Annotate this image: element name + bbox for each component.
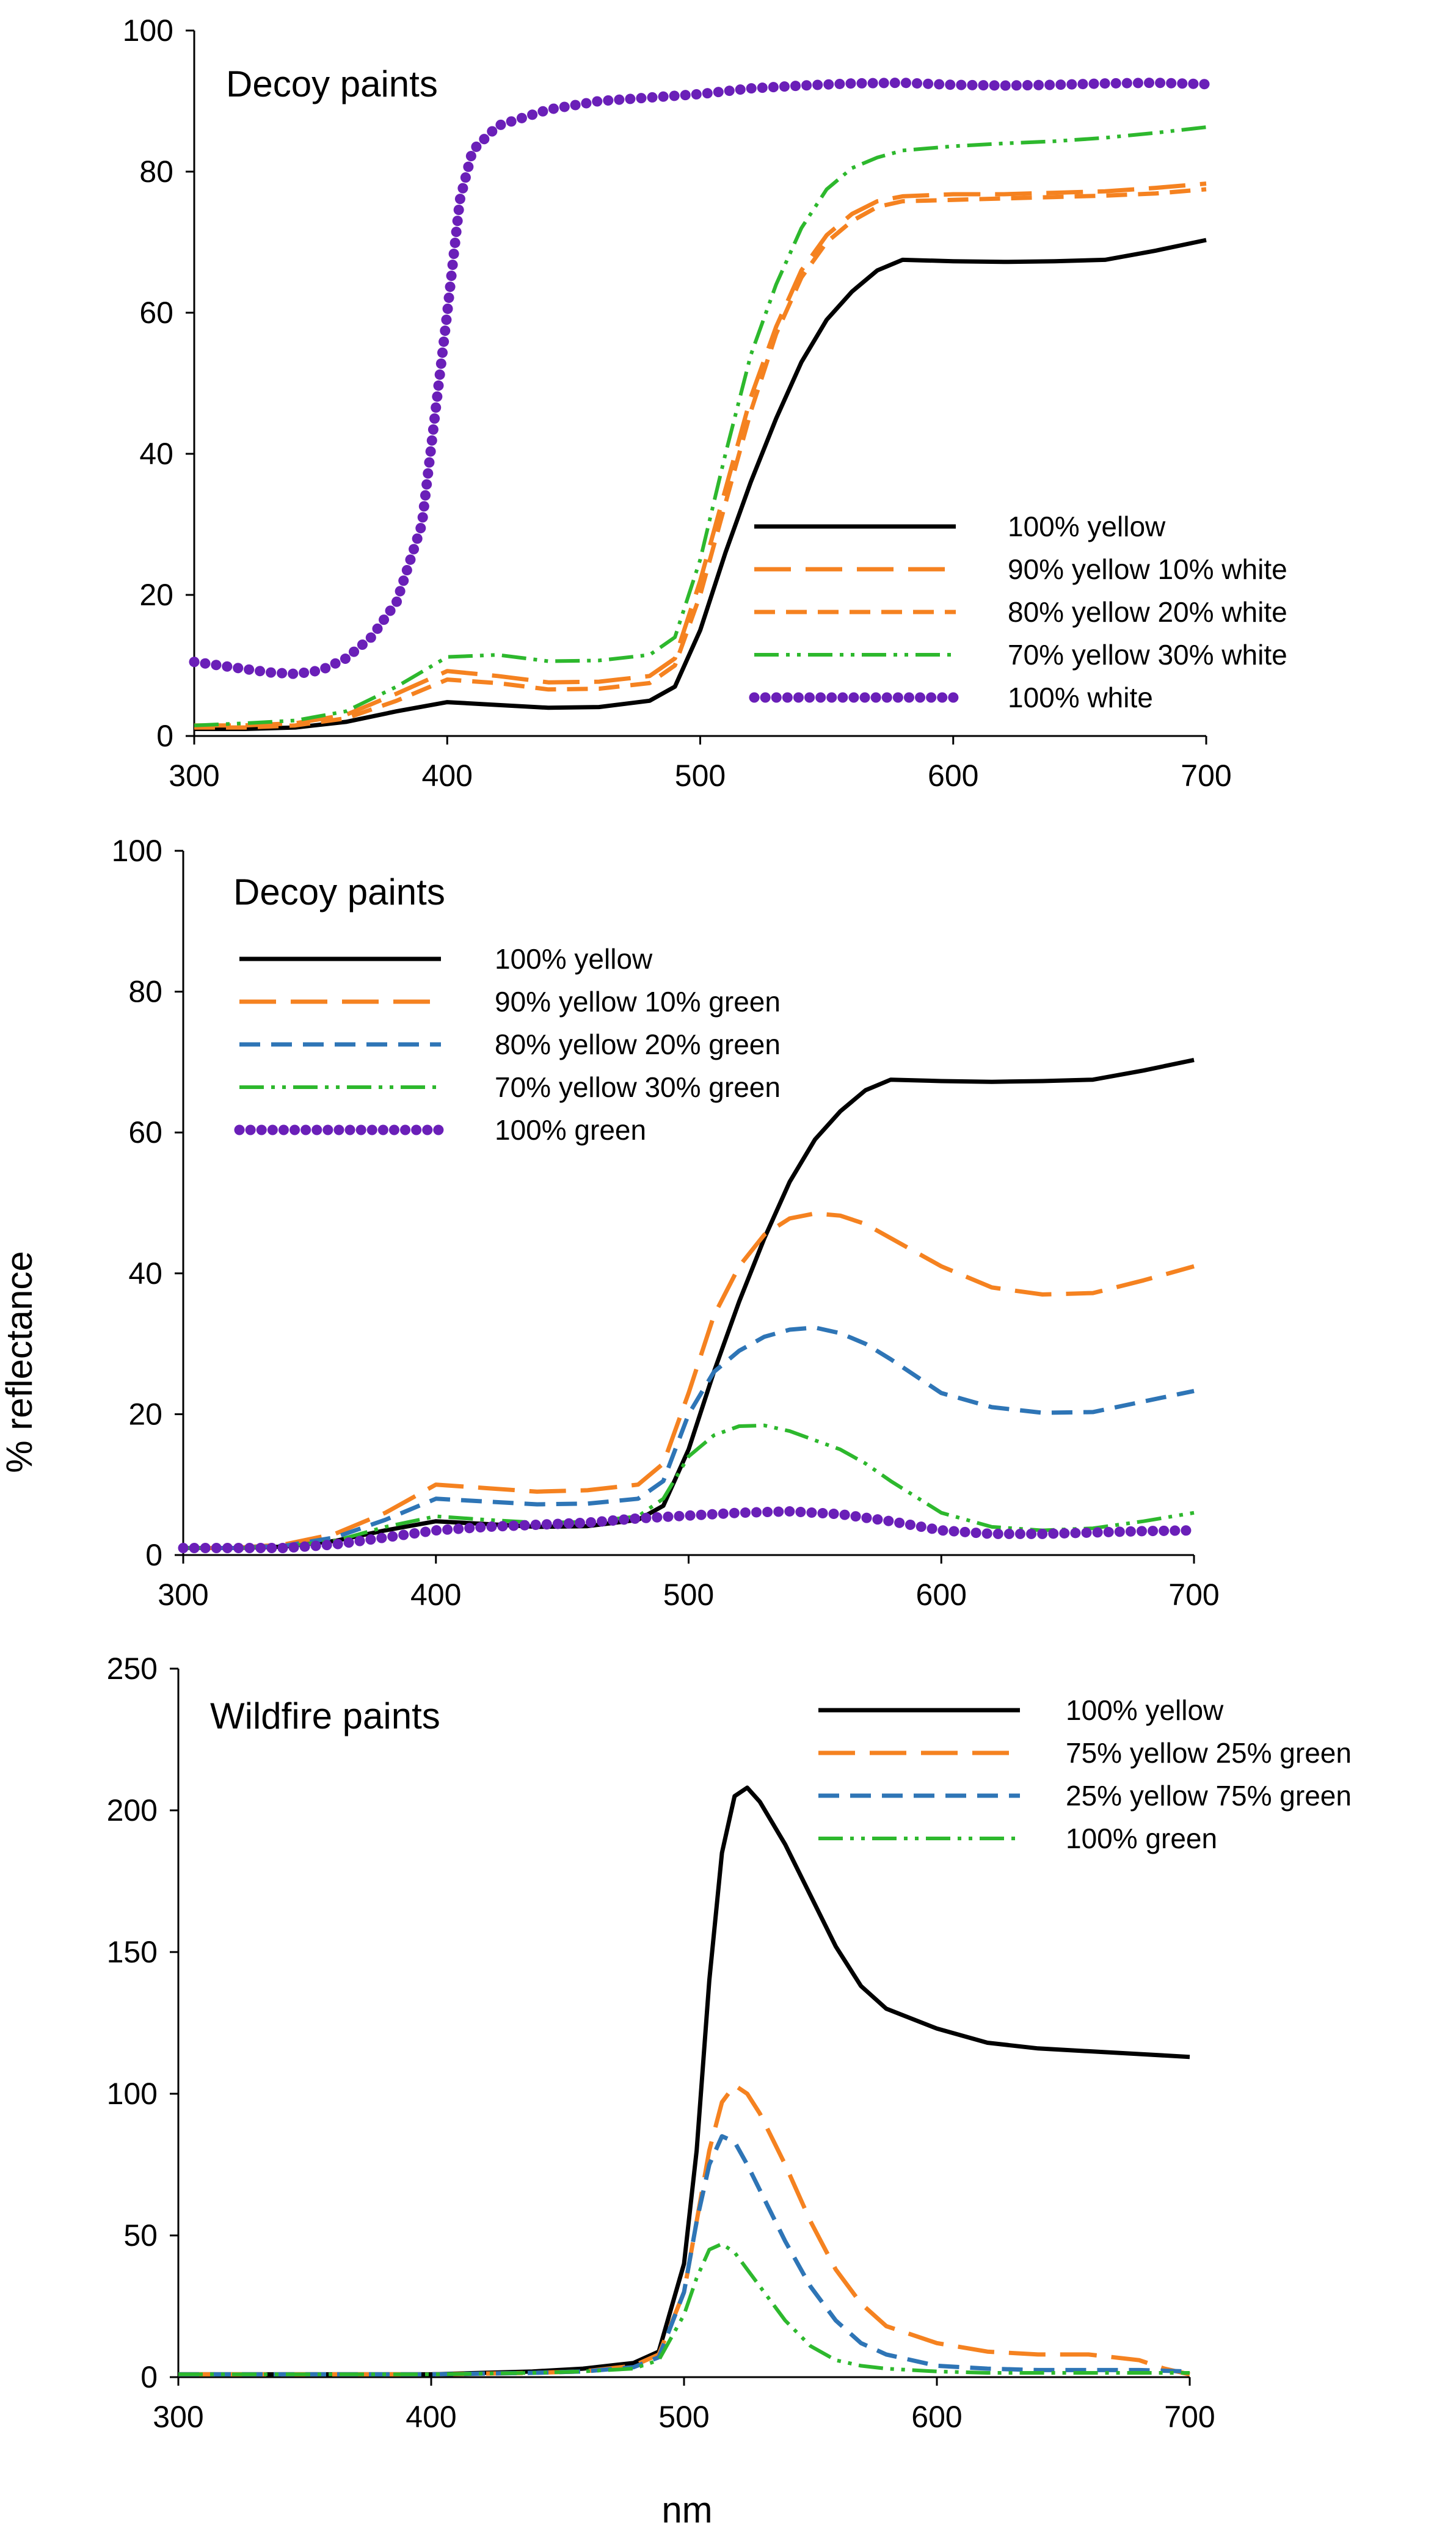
series-line (178, 2083, 1190, 2377)
y-tick-label: 100 (112, 834, 162, 868)
x-tick-label: 700 (1164, 2400, 1215, 2434)
x-tick-label: 500 (663, 1578, 714, 1612)
x-tick-label: 600 (911, 2400, 962, 2434)
series-line (178, 1785, 1190, 2377)
chart-title: Wildfire paints (210, 1696, 440, 1736)
y-tick-label: 200 (107, 1793, 158, 1827)
y-tick-label: 60 (128, 1115, 162, 1149)
panel-middle-decoy-green: 0 20 40 60 80 100 300 400 500 600 700 Decoy paints 1… (112, 834, 1220, 1612)
legend-label: 100% green (495, 1114, 646, 1146)
y-tick-label: 20 (128, 1397, 162, 1431)
legend-label: 75% yellow 25% green (1066, 1737, 1352, 1769)
y-tick-label: 100 (107, 2077, 158, 2111)
y-tick-label: 0 (140, 2360, 158, 2394)
legend-label: 80% yellow 20% white (1008, 596, 1287, 628)
series-line (194, 187, 1207, 730)
y-tick-label: 150 (107, 1935, 158, 1969)
y-axis-label: % reflectance (0, 1251, 40, 1473)
x-tick-label: 500 (658, 2400, 709, 2434)
panel-top-decoy-white: 0 20 40 60 80 100 300 400 500 600 700 Decoy paints 1… (123, 13, 1287, 793)
x-tick-label: 300 (169, 759, 219, 793)
x-tick-label: 600 (916, 1578, 967, 1612)
legend-label: 90% yellow 10% white (1008, 553, 1287, 585)
legend-label: 25% yellow 75% green (1066, 1780, 1352, 1812)
x-tick-label: 300 (153, 2400, 203, 2434)
x-tick-label: 400 (410, 1578, 461, 1612)
legend-label: 100% yellow (495, 943, 653, 975)
x-tick-label: 700 (1168, 1578, 1219, 1612)
legend-label: 100% yellow (1066, 1694, 1224, 1726)
y-tick-label: 0 (156, 719, 173, 753)
series-line (194, 181, 1207, 728)
y-tick-label: 50 (123, 2218, 158, 2253)
series-line (194, 125, 1207, 727)
y-tick-label: 100 (123, 13, 173, 48)
y-tick-label: 40 (139, 437, 173, 471)
series-line (183, 1057, 1195, 1550)
chart-title: Decoy paints (233, 872, 445, 913)
y-tick-label: 0 (145, 1538, 162, 1572)
series-line (183, 1211, 1195, 1550)
legend-label: 70% yellow 30% white (1008, 639, 1287, 671)
y-tick-label: 20 (139, 578, 173, 612)
series-line (178, 2242, 1190, 2377)
x-tick-label: 600 (928, 759, 978, 793)
series-line (178, 2134, 1190, 2377)
series-line (183, 1423, 1195, 1550)
x-tick-label: 400 (406, 2400, 456, 2434)
legend-label: 80% yellow 20% green (495, 1029, 781, 1060)
legend-label: 70% yellow 30% green (495, 1071, 781, 1103)
legend-label: 100% yellow (1008, 511, 1166, 542)
x-tick-label: 300 (158, 1578, 208, 1612)
series-line (194, 238, 1207, 731)
series-line (178, 1506, 1199, 1553)
chart-title: Decoy paints (226, 64, 438, 104)
x-tick-label: 700 (1181, 759, 1231, 793)
x-axis-label: nm (661, 2490, 712, 2530)
y-tick-label: 60 (139, 296, 173, 330)
y-tick-label: 40 (128, 1256, 162, 1291)
y-tick-label: 250 (107, 1652, 158, 1686)
legend-label: 100% white (1008, 682, 1153, 713)
y-tick-label: 80 (139, 155, 173, 189)
series-line (189, 78, 1212, 679)
x-tick-label: 500 (675, 759, 726, 793)
legend-label: 90% yellow 10% green (495, 986, 781, 1018)
panel-bottom-wildfire: 0 50 100 150 200 250 300 400 500 600 700 Wildfire p… (107, 1652, 1352, 2434)
y-tick-label: 80 (128, 975, 162, 1009)
x-tick-label: 400 (422, 759, 473, 793)
legend-label: 100% green (1066, 1823, 1217, 1854)
